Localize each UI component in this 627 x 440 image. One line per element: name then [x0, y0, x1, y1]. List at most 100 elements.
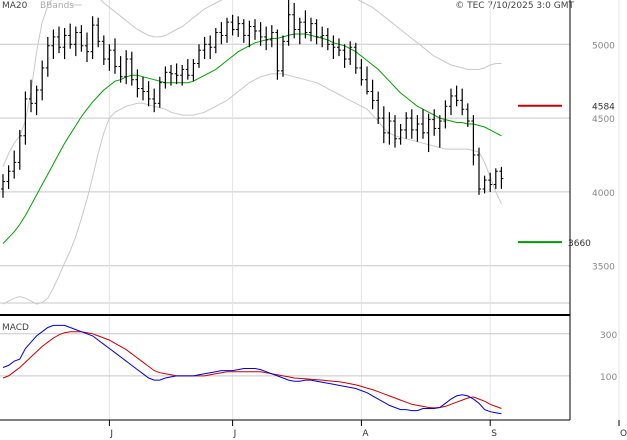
ohlc-bar: [96, 17, 101, 48]
ohlc-bar: [421, 109, 425, 139]
ohlc-bar: [12, 150, 17, 179]
ohlc-bar: [101, 35, 106, 65]
macd-grid: 300 100: [0, 331, 617, 383]
legend-ma20: MA20: [2, 1, 28, 11]
ohlc-bar: [292, 2, 297, 39]
price-tick-label: 5000: [592, 41, 615, 51]
ohlc-bar: [62, 28, 67, 60]
ohlc-bar: [471, 115, 476, 166]
ohlc-bar: [197, 44, 201, 68]
bb-upper-line: [2, 0, 502, 167]
ohlc-bar: [415, 115, 420, 142]
price-tick-label: 4500: [592, 115, 615, 125]
ohlc-bar: [180, 64, 185, 86]
ohlc-bar: [493, 168, 498, 189]
month-label: J: [233, 429, 237, 439]
ohlc-bar: [359, 59, 364, 86]
month-label: J: [109, 429, 113, 439]
ma20-line: [2, 33, 502, 244]
ohlc-bar: [387, 112, 392, 145]
ohlc-bar: [297, 17, 302, 45]
ohlc-bar: [45, 36, 50, 77]
ohlc-bar: [281, 35, 285, 77]
support-resistance-levels: 4584 3660: [518, 103, 615, 249]
ohlc-bar: [57, 26, 61, 54]
ohlc-bar: [477, 147, 481, 195]
ohlc-bar: [404, 112, 409, 139]
ohlc-bar: [29, 79, 33, 113]
ohlc-bar: [1, 174, 5, 198]
ohlc-bar: [286, 0, 291, 46]
ohlc-bar: [135, 69, 140, 98]
ohlc-bar: [314, 19, 319, 45]
ohlc-bar: [320, 26, 325, 48]
ohlc-bar: [353, 42, 358, 74]
ohlc-bar: [370, 79, 375, 110]
ohlc-bar: [113, 38, 117, 74]
ohlc-bar: [365, 66, 369, 95]
ohlc-bar: [40, 60, 45, 101]
ohlc-bar: [348, 41, 353, 65]
ohlc-bar: [398, 124, 403, 145]
ohlc-bar: [107, 44, 112, 71]
legend-bbands: BBands: [40, 1, 74, 11]
ohlc-bar: [409, 109, 414, 139]
support-label: 3660: [568, 239, 591, 249]
ohlc-bar: [219, 22, 224, 45]
resistance-label: 4584: [592, 103, 615, 113]
ohlc-bar: [264, 26, 269, 51]
ohlc-bar: [443, 100, 448, 129]
ohlc-bar: [236, 16, 241, 37]
chart-legend: MA20 BBands © TEC 7/10/2025 3:0 GMT: [2, 1, 575, 11]
price-axis-ticks: 5000 4500 4000 3500: [592, 41, 615, 272]
ohlc-bar: [90, 16, 95, 60]
ohlc-bar: [376, 91, 381, 124]
ohlc-bar: [381, 106, 386, 144]
ohlc-bar: [208, 35, 213, 60]
ohlc-bar: [152, 88, 157, 113]
ohlc-bar: [426, 113, 431, 153]
ohlc-bar: [73, 26, 78, 57]
ohlc-bar: [325, 28, 330, 51]
ohlc-bar: [34, 85, 39, 116]
bollinger-bands: [2, 0, 502, 305]
ohlc-bar: [258, 22, 263, 46]
ohlc-bar: [141, 76, 145, 101]
ma20-polyline: [2, 33, 502, 244]
ohlc-bar: [465, 103, 470, 127]
ohlc-bar: [68, 23, 73, 49]
copyright-label: © TEC 7/10/2025 3:0 GMT: [455, 1, 574, 11]
ohlc-bar: [17, 129, 22, 170]
month-label: S: [491, 429, 497, 439]
ohlc-bar: [247, 20, 252, 48]
signal-polyline: [2, 331, 502, 409]
ohlc-bar: [146, 81, 151, 107]
ohlc-bars: [1, 0, 504, 198]
ohlc-bar: [85, 32, 89, 62]
ohlc-bar: [499, 166, 504, 189]
ohlc-bar: [191, 59, 196, 82]
ohlc-bar: [432, 109, 437, 136]
price-tick-label: 3500: [592, 263, 615, 273]
ohlc-bar: [51, 29, 56, 60]
price-grid: [0, 0, 620, 420]
ohlc-bar: [393, 115, 397, 148]
bb-lower-line: [2, 73, 502, 305]
ohlc-bar: [129, 51, 134, 86]
ohlc-bar: [454, 85, 459, 107]
ohlc-bar: [79, 25, 84, 52]
ohlc-bar: [169, 64, 173, 86]
ohlc-bar: [303, 10, 308, 39]
ohlc-bar: [275, 29, 280, 80]
month-label: O: [620, 429, 627, 439]
ohlc-bar: [23, 91, 28, 145]
macd-polyline: [2, 324, 502, 415]
ohlc-bar: [157, 76, 162, 108]
ohlc-bar: [269, 25, 274, 48]
ohlc-bar: [118, 56, 123, 83]
ohlc-bar: [163, 66, 168, 89]
ohlc-bar: [331, 35, 336, 60]
macd-label: MACD: [2, 323, 29, 333]
